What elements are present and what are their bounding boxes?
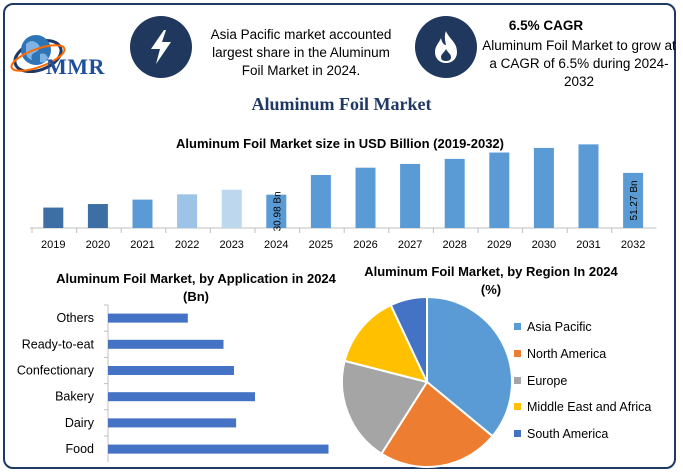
legend-swatch [514,403,521,411]
bar-2024 [266,194,287,228]
category-label-ready-to-eat: Ready-to-eat [22,337,95,351]
category-label-bakery: Bakery [55,390,95,404]
region-chart-title: Aluminum Foil Market, by Region In 2024 … [364,264,618,297]
flame-icon [415,16,477,78]
x-tick-label-2026: 2026 [353,239,377,251]
hbar-bakery [108,392,255,402]
x-tick-label-2032: 2032 [621,239,645,251]
x-tick-label-2025: 2025 [309,239,333,251]
bar-2026 [355,167,376,228]
legend-label: North America [527,346,607,361]
bar-2028 [444,158,465,228]
bar-2030 [533,147,554,228]
legend-swatch [514,376,521,384]
x-tick-label-2024: 2024 [264,239,288,251]
x-tick-label-2021: 2021 [130,239,154,251]
category-label-others: Others [56,311,94,325]
hbar-ready-to-eat [108,339,224,349]
lightning-bolt-icon [130,16,192,78]
legend-swatch [514,323,521,330]
x-tick-label-2031: 2031 [576,239,600,251]
pie-slice-south-america [389,295,428,383]
bar-2021 [132,199,153,228]
legend-swatch [514,349,521,357]
hbar-dairy [108,418,237,428]
pie-slice-middle-east-and-africa [343,303,429,384]
hbar-others [108,313,188,323]
legend-label: Asia Pacific [527,320,592,334]
category-label-dairy: Dairy [65,416,95,430]
main-title: Aluminum Foil Market [251,94,432,114]
hbar-confectionary [108,366,234,375]
bar-2029 [489,152,510,228]
x-tick-label-2020: 2020 [86,239,110,251]
highlight-text: Asia Pacific market accounted largest sh… [210,27,392,78]
x-tick-label-2029: 2029 [487,239,511,251]
bar-2025 [310,175,331,228]
x-tick-label-2028: 2028 [442,239,466,251]
x-tick-label-2027: 2027 [398,239,422,251]
bar-2019 [43,207,64,228]
pie-slice-north-america [380,380,494,468]
cagr-title: 6.5% CAGR [508,18,584,33]
application-chart-title: Aluminum Foil Market, by Application in … [56,271,336,304]
legend-label: South America [527,427,609,442]
bar-2020 [87,204,108,228]
bar-2032 [623,172,644,228]
x-tick-label-2019: 2019 [41,239,65,251]
bar-chart-title: Aluminum Foil Market size in USD Billion… [176,136,504,151]
bar-2023 [221,189,242,228]
bar-2027 [400,163,421,228]
data-label-2032: 51.27 Bn [629,180,640,220]
category-label-confectionary: Confectionary [17,364,95,378]
legend-swatch [514,430,521,438]
company-logo: MMR [8,26,124,84]
globe-logo-icon [10,35,66,74]
pie-slice-asia-pacific [426,295,513,438]
x-tick-label-2023: 2023 [219,239,243,251]
cagr-text: Aluminum Foil Market to grow at a CAGR o… [482,38,676,89]
pie-slice-europe [341,359,429,456]
logo-text: MMR [46,54,105,79]
x-tick-label-2030: 2030 [532,239,556,251]
hbar-food [108,444,329,454]
category-label-food: Food [66,442,95,456]
bar-2022 [177,194,198,228]
legend-label: Europe [527,373,568,388]
infographic-frame [3,3,676,469]
x-tick-label-2022: 2022 [175,239,199,251]
data-label-2024: 30.98 Bn [272,191,283,231]
legend-label: Middle East and Africa [527,400,652,415]
bar-2031 [578,144,599,228]
